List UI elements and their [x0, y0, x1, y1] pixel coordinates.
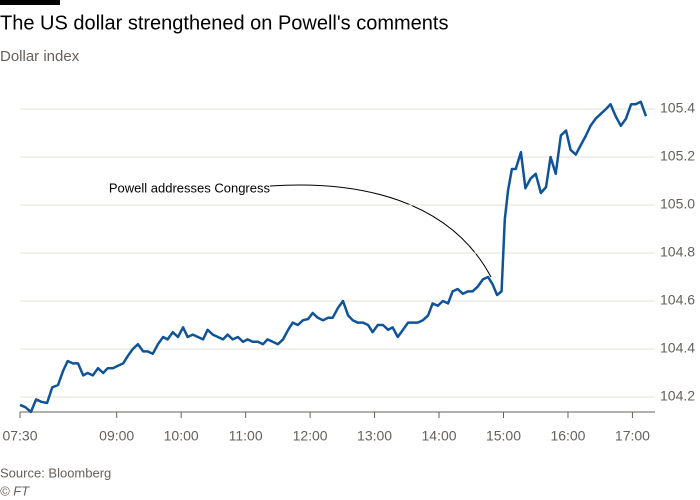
y-tick-label: 104.8: [660, 244, 695, 260]
chart-subtitle: Dollar index: [0, 48, 80, 65]
x-tick-label: 16:00: [550, 428, 585, 444]
x-tick-label: 10:00: [164, 428, 199, 444]
x-tick-label: 07:30: [2, 428, 37, 444]
annotation-curve: [269, 184, 492, 278]
data-line: [19, 100, 648, 414]
credit: © FT: [0, 483, 30, 498]
y-tick-label: 105.4: [660, 100, 695, 116]
brand-bar: [0, 0, 60, 5]
x-tick-label: 11:00: [229, 428, 263, 444]
x-tick-label: 15:00: [486, 428, 521, 444]
chart-title: The US dollar strengthened on Powell's c…: [0, 12, 449, 34]
x-tick-label: 13:00: [357, 428, 392, 444]
y-tick-label: 104.4: [660, 340, 695, 356]
x-tick-label: 09:00: [99, 428, 134, 444]
y-tick-label: 104.6: [660, 292, 695, 308]
x-tick-label: 17:00: [615, 428, 650, 444]
x-tick-label: 14:00: [422, 428, 457, 444]
y-tick-label: 105.2: [660, 148, 695, 164]
x-tick-label: 12:00: [293, 428, 328, 444]
source: Source: Bloomberg: [0, 465, 111, 480]
y-tick-label: 104.2: [660, 388, 695, 404]
y-tick-label: 105.0: [660, 196, 695, 212]
annotation: Powell addresses Congress: [109, 180, 271, 195]
